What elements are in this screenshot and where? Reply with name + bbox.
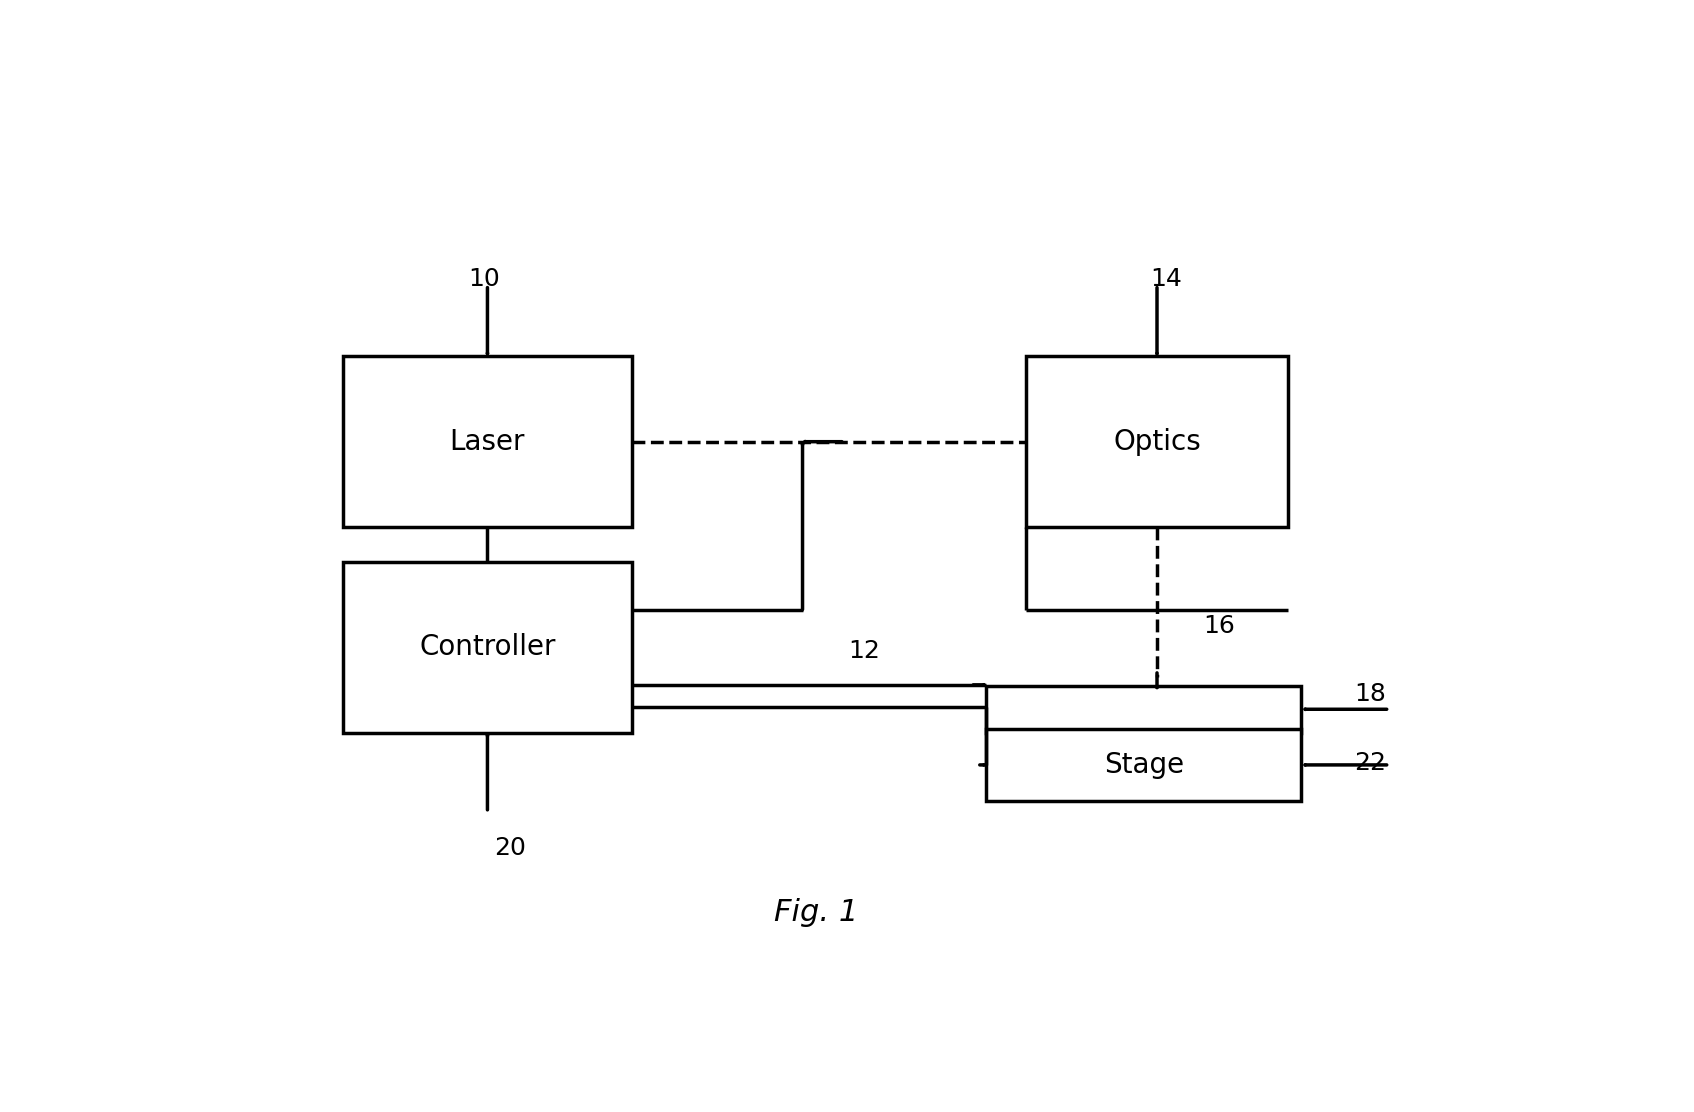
Text: Laser: Laser <box>449 428 525 456</box>
Bar <box>344 562 632 733</box>
Text: 18: 18 <box>1354 683 1386 706</box>
Text: 10: 10 <box>468 267 500 291</box>
Bar <box>986 686 1301 733</box>
Text: 16: 16 <box>1203 614 1235 638</box>
Bar <box>1027 356 1289 527</box>
Bar <box>344 356 632 527</box>
Text: Optics: Optics <box>1113 428 1201 456</box>
Text: Fig. 1: Fig. 1 <box>774 898 857 927</box>
Text: Stage: Stage <box>1104 751 1184 778</box>
Text: 12: 12 <box>849 639 881 664</box>
Text: Controller: Controller <box>418 633 556 662</box>
Text: 22: 22 <box>1354 751 1386 775</box>
Text: 20: 20 <box>495 836 525 861</box>
Text: 14: 14 <box>1150 267 1182 291</box>
Bar <box>986 728 1301 802</box>
